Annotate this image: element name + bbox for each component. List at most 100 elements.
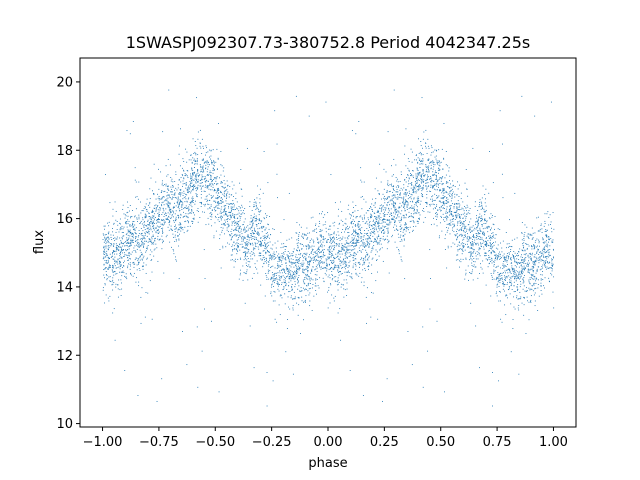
data-point (187, 221, 189, 223)
data-point (328, 289, 330, 291)
data-point (432, 160, 434, 162)
data-point (232, 188, 234, 190)
data-point (461, 253, 463, 255)
data-point (346, 241, 348, 243)
data-point (132, 229, 134, 231)
data-point (417, 221, 419, 223)
data-point (197, 170, 199, 172)
data-point (247, 235, 249, 237)
data-point (105, 256, 107, 258)
data-point (393, 186, 395, 188)
data-point (392, 234, 393, 236)
data-point (220, 200, 222, 202)
data-point (408, 211, 410, 213)
data-point (329, 241, 331, 243)
data-point (479, 216, 481, 218)
data-point (417, 186, 419, 187)
data-point (421, 178, 423, 180)
data-point (345, 253, 347, 255)
data-point (434, 200, 436, 201)
data-point (175, 171, 177, 173)
data-point (401, 238, 403, 240)
data-point (325, 267, 327, 269)
data-point (280, 261, 282, 263)
data-point (364, 243, 366, 245)
data-point (264, 245, 266, 247)
data-point (387, 224, 389, 226)
data-point (158, 202, 160, 204)
data-point (206, 198, 208, 200)
data-point (265, 236, 267, 238)
data-point (244, 218, 246, 220)
data-point (465, 219, 466, 221)
data-point (443, 201, 445, 202)
data-point (326, 262, 327, 264)
data-point (104, 268, 106, 269)
data-point (171, 214, 173, 216)
data-point (291, 284, 293, 285)
data-point (292, 251, 294, 253)
data-point (301, 296, 303, 298)
data-point (542, 254, 544, 256)
data-point (415, 155, 417, 157)
data-point (311, 270, 313, 272)
data-point (106, 241, 108, 243)
data-point (337, 279, 339, 281)
data-point (173, 221, 175, 223)
data-point (142, 217, 144, 219)
data-point (361, 208, 363, 210)
data-point (406, 204, 408, 206)
data-point (302, 271, 304, 273)
data-point (453, 226, 455, 228)
data-point (311, 245, 313, 247)
data-point (411, 194, 413, 196)
data-point (477, 221, 479, 223)
data-point (513, 291, 515, 293)
data-point (422, 169, 424, 171)
data-point (510, 273, 512, 274)
data-point (195, 163, 197, 165)
data-point (488, 235, 490, 237)
data-point (446, 215, 448, 217)
data-point (427, 350, 429, 352)
data-point (155, 237, 156, 239)
data-point (247, 265, 249, 267)
data-point (281, 260, 283, 261)
data-point (127, 239, 129, 241)
data-point (518, 262, 520, 264)
data-point (347, 249, 349, 251)
data-point (168, 224, 170, 226)
data-point (288, 258, 290, 260)
data-point (239, 182, 241, 184)
data-point (174, 181, 176, 182)
data-point (487, 259, 488, 261)
data-point (145, 250, 147, 252)
data-point (197, 131, 199, 133)
data-point (297, 238, 299, 239)
data-point (278, 266, 280, 268)
data-point (360, 236, 362, 238)
data-point (309, 264, 311, 266)
data-point (145, 216, 147, 218)
data-point (526, 264, 528, 266)
data-point (213, 190, 215, 192)
data-point (490, 253, 492, 255)
data-point (129, 268, 131, 270)
data-point (396, 178, 398, 180)
data-point (435, 177, 437, 179)
data-point (378, 194, 380, 196)
data-point (119, 243, 121, 245)
data-point (237, 244, 238, 246)
data-point (427, 179, 429, 181)
data-point (179, 203, 180, 205)
data-point (167, 201, 169, 203)
data-point (451, 198, 453, 199)
data-point (473, 236, 475, 237)
data-point (181, 200, 183, 202)
data-point (393, 197, 394, 199)
data-point (321, 211, 323, 213)
data-point (148, 233, 150, 235)
data-point (528, 245, 530, 247)
data-point (506, 270, 508, 272)
data-point (195, 153, 197, 154)
